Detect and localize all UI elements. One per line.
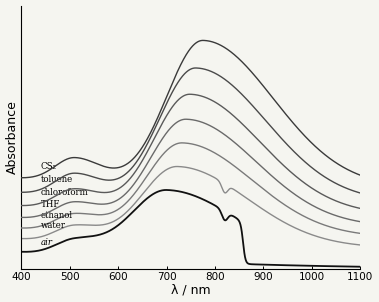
Text: THF: THF	[41, 200, 60, 209]
Text: CS₂: CS₂	[41, 162, 57, 171]
Text: chloroform: chloroform	[41, 188, 88, 197]
Text: air: air	[41, 238, 53, 247]
Text: toluene: toluene	[41, 175, 73, 184]
X-axis label: λ / nm: λ / nm	[171, 284, 211, 297]
Y-axis label: Absorbance: Absorbance	[6, 101, 19, 174]
Text: water: water	[41, 221, 66, 230]
Text: ethanol: ethanol	[41, 211, 73, 220]
